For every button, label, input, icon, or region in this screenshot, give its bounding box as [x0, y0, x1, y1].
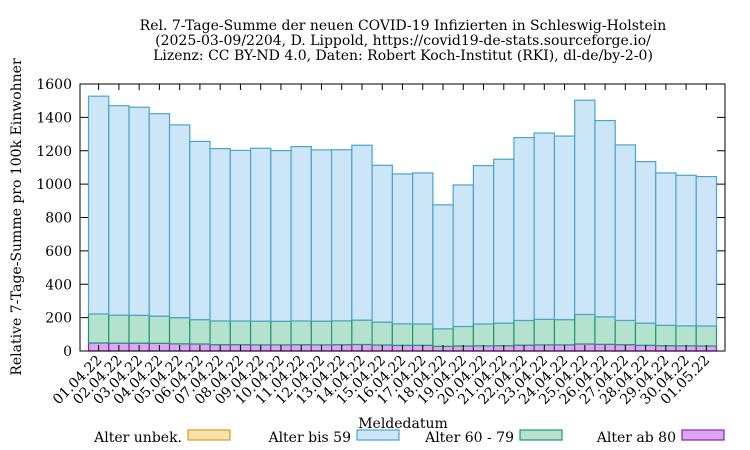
bar-alter-60-79-30.04.22	[675, 325, 697, 347]
bar-alter-60-79-10.04.22	[270, 320, 292, 346]
bar-alter-bis-59-06.04.22	[189, 140, 211, 321]
legend-label: Alter ab 80	[596, 430, 676, 446]
legend: Alter unbek. Alter bis 59 Alter 60 - 79 Alt…	[93, 429, 725, 446]
chart-title: Rel. 7-Tage-Summe der neuen COVID-19 Inf…	[140, 18, 667, 64]
legend-swatch	[187, 429, 231, 441]
bar-alter-60-79-06.04.22	[189, 319, 211, 345]
bar-alter-bis-59-10.04.22	[270, 149, 292, 322]
y-tick-label: 400	[45, 277, 72, 293]
bar-alter-60-79-29.04.22	[655, 324, 677, 347]
bar-alter-bis-59-01.05.22	[695, 176, 718, 327]
legend-swatch	[681, 429, 725, 441]
bar-alter-bis-59-29.04.22	[655, 172, 677, 326]
chart-title-line-3: Lizenz: CC BY-ND 4.0, Daten: Robert Koch…	[153, 48, 653, 64]
y-tick-label: 1000	[36, 177, 72, 193]
y-tick-label: 1400	[36, 110, 72, 126]
bar-alter-60-79-05.04.22	[168, 317, 191, 345]
bar-alter-60-79-08.04.22	[229, 320, 252, 346]
bar-alter-60-79-19.04.22	[452, 325, 475, 347]
bar-alter-bis-59-23.04.22	[533, 132, 556, 320]
bar-alter-60-79-13.04.22	[331, 320, 353, 346]
bar-alter-60-79-22.04.22	[513, 319, 535, 346]
bar-alter-bis-59-25.04.22	[574, 99, 596, 316]
bar-alter-60-79-27.04.22	[614, 319, 637, 346]
bar-alter-60-79-01.04.22	[87, 313, 110, 344]
bar-alter-60-79-25.04.22	[574, 313, 596, 345]
axes: 0200400600800100012001400160001.04.2202.…	[36, 77, 726, 408]
bar-alter-bis-59-02.04.22	[108, 105, 130, 316]
bar-alter-bis-59-22.04.22	[513, 136, 535, 322]
bar-alter-60-79-02.04.22	[108, 314, 130, 344]
bar-alter-bis-59-03.04.22	[128, 106, 150, 316]
bar-alter-60-79-16.04.22	[391, 323, 414, 346]
bar-alter-bis-59-24.04.22	[553, 135, 576, 321]
bar-alter-bis-59-19.04.22	[452, 184, 475, 328]
bar-alter-bis-59-07.04.22	[209, 147, 231, 322]
bar-alter-bis-59-12.04.22	[310, 149, 333, 322]
bar-alter-60-79-26.04.22	[594, 316, 616, 345]
bar-alter-bis-59-21.04.22	[493, 158, 515, 324]
y-axis-label: Relative 7-Tage-Summe pro 100k Einwohner	[9, 58, 25, 376]
bar-alter-bis-59-05.04.22	[168, 124, 191, 319]
bars	[87, 95, 718, 352]
bar-alter-bis-59-08.04.22	[229, 149, 252, 322]
bar-alter-60-79-03.04.22	[128, 314, 150, 344]
bar-alter-bis-59-13.04.22	[331, 149, 353, 322]
bar-alter-60-79-04.04.22	[148, 315, 171, 344]
y-tick-label: 200	[45, 311, 72, 327]
y-tick-label: 1200	[36, 144, 72, 160]
y-tick-label: 0	[63, 344, 72, 360]
bar-alter-60-79-09.04.22	[249, 320, 272, 346]
bar-alter-bis-59-28.04.22	[634, 161, 657, 324]
bar-alter-60-79-12.04.22	[310, 320, 333, 346]
bar-alter-60-79-24.04.22	[553, 319, 576, 346]
chart-title-line-2: (2025-03-09/2204, D. Lippold, https://co…	[155, 33, 651, 49]
bar-alter-bis-59-20.04.22	[472, 165, 495, 325]
bar-alter-60-79-17.04.22	[412, 323, 434, 346]
bar-alter-60-79-28.04.22	[634, 322, 657, 346]
y-tick-label: 800	[45, 211, 72, 227]
legend-swatch	[356, 429, 400, 441]
bar-alter-bis-59-04.04.22	[148, 113, 171, 317]
bar-alter-60-79-20.04.22	[472, 323, 495, 347]
bar-alter-60-79-14.04.22	[351, 319, 373, 346]
bar-alter-bis-59-27.04.22	[614, 144, 637, 322]
bar-alter-bis-59-16.04.22	[391, 173, 414, 325]
bar-alter-bis-59-26.04.22	[594, 119, 616, 318]
y-tick-label: 1600	[36, 77, 72, 93]
bar-alter-60-79-11.04.22	[290, 320, 312, 346]
legend-label: Alter 60 - 79	[424, 430, 514, 446]
legend-swatch	[519, 429, 563, 441]
bar-alter-60-79-18.04.22	[432, 328, 454, 347]
y-tick-label: 600	[45, 244, 72, 260]
bar-alter-bis-59-18.04.22	[432, 204, 454, 330]
bar-alter-bis-59-09.04.22	[249, 147, 272, 322]
bar-alter-bis-59-11.04.22	[290, 145, 312, 322]
bar-alter-60-79-15.04.22	[371, 321, 393, 346]
bar-alter-bis-59-14.04.22	[351, 144, 373, 321]
legend-label: Alter bis 59	[267, 430, 351, 446]
bar-alter-60-79-21.04.22	[493, 322, 515, 347]
chart-title-line-1: Rel. 7-Tage-Summe der neuen COVID-19 Inf…	[140, 18, 667, 34]
x-axis-label: Meldedatum	[358, 416, 448, 432]
bar-alter-bis-59-17.04.22	[412, 172, 434, 325]
bar-alter-60-79-07.04.22	[209, 320, 231, 346]
bar-alter-bis-59-15.04.22	[371, 164, 393, 323]
bar-alter-bis-59-01.04.22	[87, 95, 110, 315]
bar-alter-60-79-23.04.22	[533, 318, 556, 346]
bar-alter-bis-59-30.04.22	[675, 174, 697, 327]
bar-alter-60-79-01.05.22	[695, 325, 718, 347]
legend-label: Alter unbek.	[93, 430, 182, 446]
